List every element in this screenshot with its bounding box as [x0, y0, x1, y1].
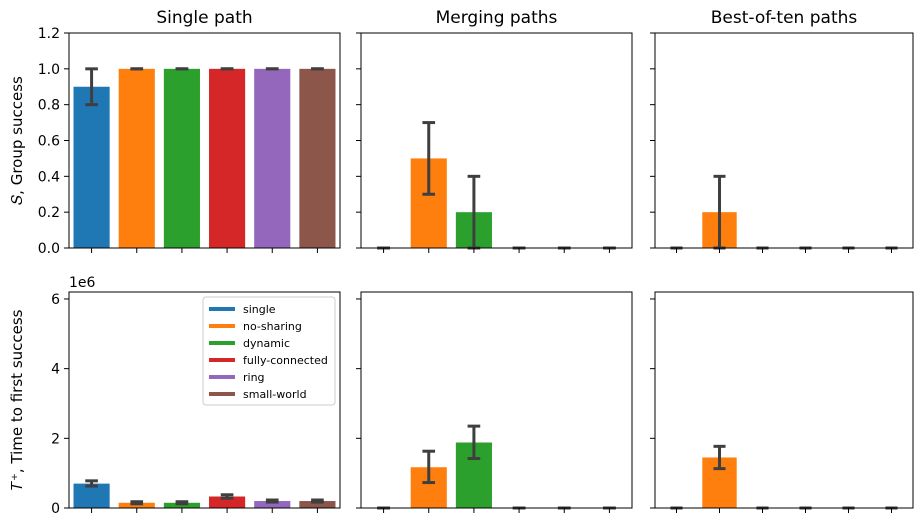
- y-tick-label-0-1: 0.2: [38, 205, 60, 221]
- bar-0-0-single: [73, 86, 110, 248]
- axes-frame-1-2: [654, 291, 914, 509]
- bar-1-0-no-sharing: [118, 502, 155, 508]
- axes-frame-1-1: [360, 291, 633, 509]
- bar-1-0-ring: [254, 501, 291, 508]
- legend-label-dynamic: dynamic: [243, 337, 290, 350]
- y-tick-label-1-2: 4: [51, 362, 60, 378]
- legend-label-no-sharing: no-sharing: [243, 320, 302, 333]
- legend-box: [202, 296, 336, 406]
- y-tick-label-1-3: 6: [51, 292, 60, 308]
- legend-label-fully-connected: fully-connected: [243, 354, 328, 367]
- column-title-0: Single path: [156, 8, 252, 28]
- y-tick-label-0-2: 0.4: [38, 169, 60, 185]
- y-tick-label-1-1: 2: [51, 431, 60, 447]
- column-title-1: Merging paths: [436, 8, 558, 28]
- y-tick-label-0-4: 0.8: [38, 98, 60, 114]
- legend-label-small-world: small-world: [243, 388, 307, 401]
- legend-label-ring: ring: [243, 371, 265, 384]
- bar-0-0-dynamic: [163, 68, 200, 248]
- bar-1-0-fully-connected: [209, 496, 246, 508]
- axes-frame-0-1: [360, 32, 633, 249]
- legend-label-single: single: [243, 303, 276, 316]
- bar-1-0-single: [73, 483, 110, 508]
- y-tick-label-0-3: 0.6: [38, 134, 60, 150]
- y-tick-label-0-0: 0.0: [38, 241, 60, 257]
- bar-0-0-no-sharing: [118, 68, 155, 248]
- bar-0-0-small-world: [299, 68, 336, 248]
- axes-frame-1-0: [68, 291, 341, 509]
- y-axis-label-0: 𝑆, Group success: [8, 76, 26, 205]
- bar-0-0-fully-connected: [209, 68, 246, 248]
- bar-1-0-dynamic: [163, 502, 200, 508]
- bar-0-0-ring: [254, 68, 291, 248]
- y-offset-label-1: 1e6: [69, 275, 96, 291]
- y-axis-label-1: 𝑇⁺, Time to first success: [8, 309, 26, 490]
- y-tick-label-1-0: 0: [51, 501, 60, 517]
- column-title-2: Best-of-ten paths: [711, 8, 858, 28]
- y-tick-label-0-5: 1.0: [38, 62, 60, 78]
- y-tick-label-0-6: 1.2: [38, 26, 60, 42]
- bar-1-0-small-world: [299, 501, 336, 508]
- axes-frame-0-2: [654, 32, 914, 249]
